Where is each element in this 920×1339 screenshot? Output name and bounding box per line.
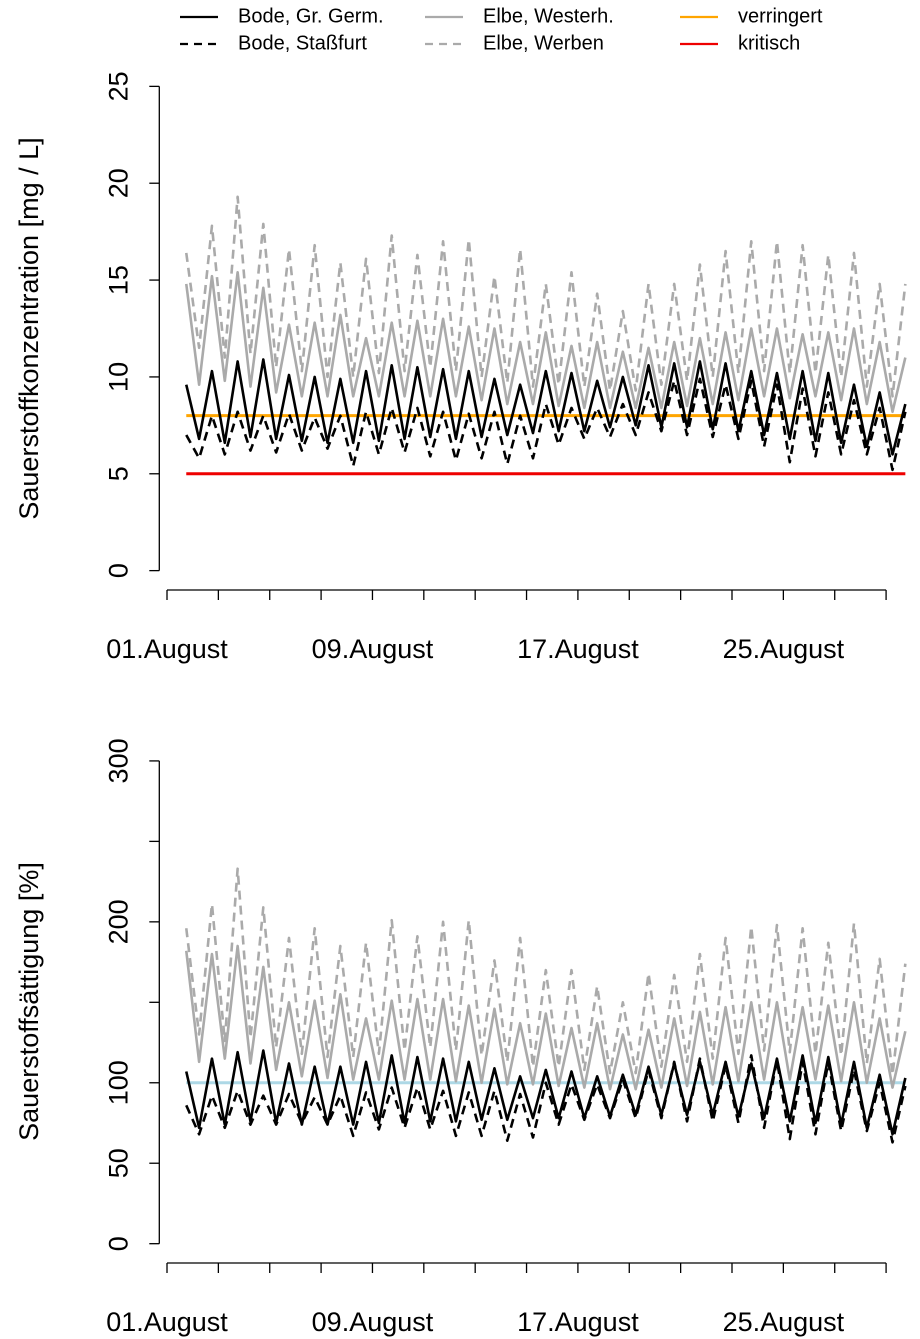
y-tick-label: 50 (103, 1148, 133, 1178)
x-tick-label: 17.August (517, 634, 639, 664)
legend-label: verringert (738, 5, 823, 27)
y-tick-label: 100 (103, 1060, 133, 1105)
y-tick-label: 10 (103, 362, 133, 392)
series-line (184, 867, 907, 1077)
legend-label: Bode, Gr. Germ. (238, 5, 384, 27)
x-tick-label: 01.August (106, 634, 228, 664)
series-line (184, 944, 907, 1091)
y-tick-label: 300 (103, 738, 133, 783)
y-tick-label: 20 (103, 168, 133, 198)
legend: Bode, Gr. Germ. Bode, Staßfurt Elbe, Weste… (180, 5, 823, 54)
series-line (185, 358, 907, 456)
y-tick-label: 15 (103, 265, 133, 295)
legend-label: Elbe, Westerh. (483, 5, 614, 27)
series-line (184, 271, 907, 414)
x-tick-label: 01.August (106, 1307, 228, 1337)
series-line (185, 377, 907, 472)
y-axis-title: Sauerstoffsättigung [%] (14, 862, 44, 1141)
legend-label: kritisch (738, 32, 800, 54)
legend-label: Elbe, Werben (483, 32, 604, 54)
y-axis-title: Sauerstoffkonzentration [mg / L] (14, 137, 44, 519)
y-tick-label: 25 (103, 71, 133, 101)
series-line (185, 1049, 907, 1136)
x-tick-label: 25.August (723, 634, 845, 664)
x-tick-label: 17.August (517, 1307, 639, 1337)
x-tick-label: 09.August (312, 1307, 434, 1337)
y-tick-label: 5 (103, 466, 133, 481)
series-line (185, 1054, 907, 1144)
y-tick-label: 0 (103, 563, 133, 578)
x-tick-label: 09.August (312, 634, 434, 664)
legend-label: Bode, Staßfurt (238, 32, 367, 54)
y-tick-label: 0 (103, 1236, 133, 1251)
x-tick-label: 25.August (723, 1307, 845, 1337)
y-tick-label: 200 (103, 899, 133, 944)
